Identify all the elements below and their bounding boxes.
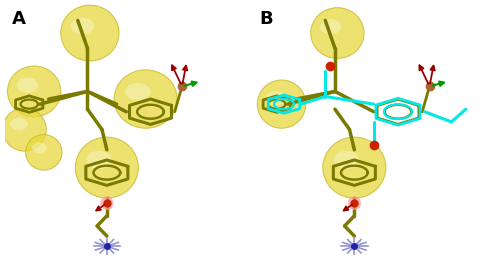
Ellipse shape	[8, 66, 61, 117]
Ellipse shape	[323, 137, 386, 198]
Ellipse shape	[348, 196, 361, 210]
Ellipse shape	[2, 108, 46, 151]
Ellipse shape	[310, 8, 364, 59]
Ellipse shape	[61, 5, 119, 61]
Ellipse shape	[86, 151, 112, 169]
Ellipse shape	[100, 196, 114, 210]
Ellipse shape	[114, 70, 177, 128]
Ellipse shape	[266, 91, 285, 105]
Ellipse shape	[17, 77, 38, 93]
Text: B: B	[260, 10, 274, 28]
Ellipse shape	[10, 118, 28, 131]
Ellipse shape	[258, 80, 306, 128]
Ellipse shape	[26, 135, 62, 170]
Ellipse shape	[32, 142, 46, 153]
Ellipse shape	[334, 151, 359, 169]
Ellipse shape	[320, 19, 342, 34]
Text: A: A	[12, 10, 26, 28]
Ellipse shape	[71, 18, 94, 34]
Ellipse shape	[125, 83, 150, 100]
Ellipse shape	[76, 137, 138, 198]
